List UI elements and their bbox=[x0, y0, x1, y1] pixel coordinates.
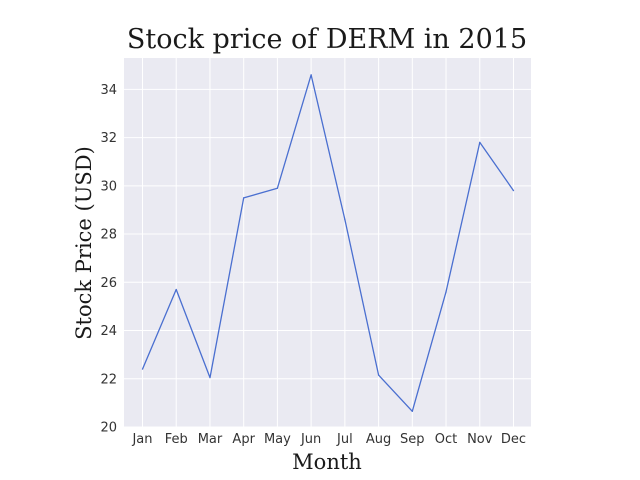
x-tick-label: May bbox=[264, 432, 291, 447]
y-tick-label: 20 bbox=[100, 421, 117, 436]
y-tick-label: 34 bbox=[100, 83, 117, 98]
data-point bbox=[243, 197, 245, 199]
x-tick-label: Jan bbox=[131, 432, 152, 447]
x-tick-label: Jun bbox=[300, 432, 321, 447]
data-point bbox=[512, 190, 515, 192]
x-tick-label: Apr bbox=[232, 432, 255, 447]
data-point bbox=[209, 376, 211, 379]
data-point bbox=[344, 218, 346, 221]
data-point bbox=[377, 374, 380, 376]
x-tick-label: Dec bbox=[501, 432, 526, 447]
y-tick-label: 24 bbox=[100, 324, 117, 339]
y-tick-label: 28 bbox=[100, 228, 117, 243]
x-axis-ticks: Jan Feb Mar Apr May Jun Jul Aug Sep Oct Nov Dec bbox=[131, 432, 526, 447]
data-point bbox=[445, 291, 447, 293]
grid-lines bbox=[124, 58, 531, 428]
x-tick-label: Mar bbox=[198, 432, 223, 447]
series-line bbox=[141, 74, 515, 412]
x-tick-label: Sep bbox=[400, 432, 425, 447]
y-tick-label: 30 bbox=[100, 179, 117, 194]
x-tick-label: Aug bbox=[366, 432, 391, 447]
series-lines bbox=[141, 74, 515, 412]
y-tick-label: 32 bbox=[100, 131, 117, 146]
data-point bbox=[141, 368, 144, 370]
x-tick-label: Jul bbox=[336, 432, 353, 447]
y-axis-label: Stock Price (USD) bbox=[72, 146, 96, 340]
data-point bbox=[175, 288, 177, 291]
y-tick-label: 22 bbox=[100, 372, 117, 387]
data-point bbox=[479, 141, 481, 144]
y-tick-label: 26 bbox=[100, 276, 117, 291]
plot-area bbox=[124, 58, 531, 427]
chart-title: Stock price of DERM in 2015 bbox=[127, 24, 527, 55]
x-tick-label: Oct bbox=[435, 432, 457, 447]
x-tick-label: Nov bbox=[467, 432, 493, 447]
x-axis-label: Month bbox=[292, 450, 362, 474]
data-point bbox=[411, 410, 413, 412]
data-point bbox=[276, 187, 279, 189]
x-tick-label: Feb bbox=[165, 432, 188, 447]
data-point bbox=[310, 74, 312, 76]
y-axis-ticks: 20 22 24 26 28 30 32 34 bbox=[100, 83, 117, 436]
